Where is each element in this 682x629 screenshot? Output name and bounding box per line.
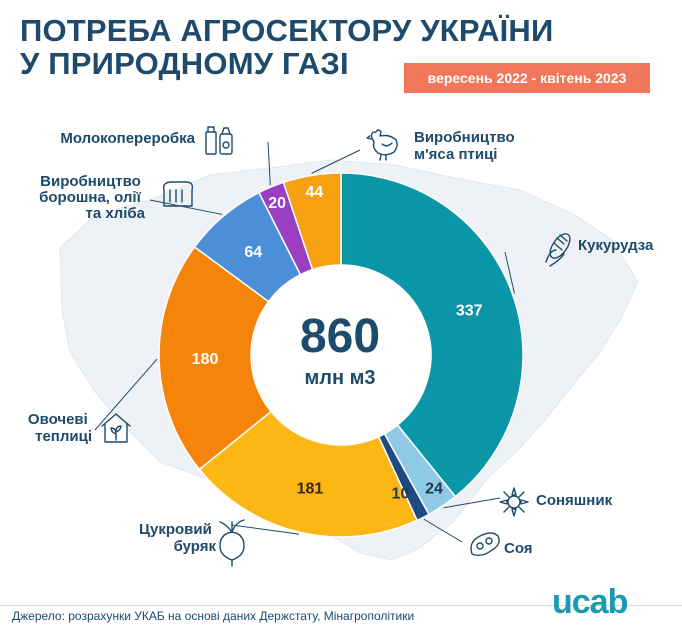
leader-line-5	[94, 358, 158, 431]
chicken-icon	[366, 129, 398, 161]
slice-value-label-6: 64	[244, 244, 262, 261]
leader-line-8	[311, 149, 361, 174]
category-label-sunflower: Соняшник	[536, 492, 613, 509]
ucab-logo: ucab	[552, 583, 628, 621]
slice-value-label-7: 20	[268, 195, 286, 212]
category-label-soy: Соя	[504, 540, 533, 557]
corn-icon	[545, 233, 571, 267]
category-label-corn: Кукурудза	[578, 237, 654, 254]
slice-value-label-8: 44	[306, 184, 324, 201]
chart-title: ПОТРЕБА АГРОСЕКТОРУ УКРАЇНИ У ПРИРОДНОМУ…	[20, 14, 554, 80]
center-unit: млн м3	[304, 367, 375, 389]
period-badge: вересень 2022 - квітень 2023	[404, 63, 650, 93]
footer-divider	[0, 605, 682, 606]
slice-value-label-1: 337	[456, 303, 483, 320]
leader-line-3	[423, 518, 463, 543]
donut-slice-5	[158, 245, 273, 471]
slice-value-label-2: 24	[425, 481, 443, 498]
category-label-beet: Цукровий буряк	[139, 521, 216, 555]
leader-line-4	[231, 524, 300, 535]
donut-chart: 337 24 10 181 180 64 20 44 860 млн м3 Молокопер…	[28, 126, 654, 567]
center-value: 860	[300, 310, 380, 363]
donut-slice-1	[340, 172, 524, 498]
category-label-greenhouse: Овочеві теплиці	[28, 411, 92, 445]
category-label-chicken: Виробництво м'яса птиці	[414, 129, 519, 163]
leader-line-2	[443, 497, 501, 509]
donut-center	[252, 266, 430, 444]
donut-slice-4	[198, 410, 419, 538]
soy-icon	[470, 532, 500, 557]
donut-slice-8	[282, 172, 342, 271]
bread-icon	[162, 181, 194, 207]
slice-value-label-3: 10	[392, 486, 410, 503]
category-label-bread: Виробництво борошна, олії та хліба	[39, 173, 146, 222]
source-note: Джерело: розрахунки УКАБ на основі даних…	[12, 609, 415, 623]
category-label-milk: Молокопереробка	[60, 130, 195, 147]
leader-line-1	[504, 251, 515, 294]
milk-icon	[205, 126, 233, 155]
greenhouse-icon	[101, 413, 131, 443]
chart-title-line-2: У ПРИРОДНОМУ ГАЗІ	[20, 46, 349, 81]
leader-line-7	[267, 141, 271, 186]
slice-value-label-4: 181	[297, 480, 324, 497]
beet-icon	[219, 519, 245, 567]
leader-line-6	[149, 199, 223, 215]
chart-title-line-1: ПОТРЕБА АГРОСЕКТОРУ УКРАЇНИ	[20, 13, 554, 48]
sunflower-icon	[499, 487, 529, 517]
slice-value-label-5: 180	[192, 351, 219, 368]
